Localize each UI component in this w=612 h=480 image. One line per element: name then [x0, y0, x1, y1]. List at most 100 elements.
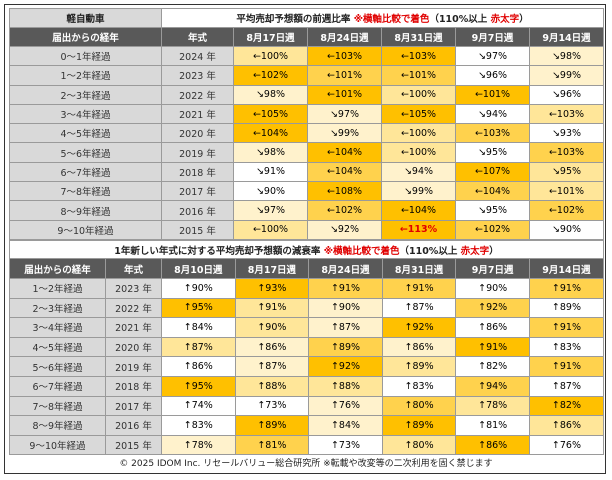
- header-cell: 届出からの経年: [9, 258, 106, 279]
- value-cell: ↑90%: [161, 278, 236, 299]
- row-label: 2021 年: [105, 317, 162, 338]
- value-cell: ↑91%: [234, 297, 310, 319]
- row-label: 1～2年経過: [9, 65, 162, 86]
- value-cell: ↑89%: [381, 415, 457, 436]
- row-label: 6～7年経過: [9, 161, 162, 183]
- value-cell: ↘95%: [528, 161, 605, 183]
- value-cell: ↑90%: [234, 317, 310, 338]
- value-cell: ←102%: [307, 200, 382, 221]
- value-cell: ←103%: [381, 45, 456, 67]
- value-cell: ↑90%: [308, 297, 383, 319]
- table-title: 1年新しい年式に対する平均売却予想額の減衰率 ※横軸比較で着色（110%以上 赤…: [9, 240, 604, 259]
- data-row: 3～4年経過 2021 年 ↑84% ↑90% ↑87% ↑92% ↑86% ↑91%: [9, 317, 604, 338]
- header-cell: 8月24日週: [308, 258, 383, 279]
- value-cell: ↑93%: [234, 278, 310, 299]
- row-label: 2023 年: [105, 278, 162, 299]
- row-label: 2～3年経過: [9, 297, 106, 319]
- value-cell: ↘98%: [233, 142, 308, 163]
- data-row: 3～4年経過 2021 年 ←105% ↘97% ←105% ↘94% ←103%: [9, 103, 605, 125]
- data-row: 9～10年経過 2015 年 ←100% ↘92% ←113% ←102% ↘90%: [9, 219, 605, 240]
- header-cell: 届出からの経年: [9, 27, 162, 47]
- row-label: 3～4年経過: [9, 103, 162, 125]
- row-label: 2018 年: [161, 161, 234, 183]
- value-cell: ↑86%: [455, 317, 530, 338]
- data-row: 1～2年経過 2023 年 ←102% ←101% ←101% ↘96% ↘99%: [9, 65, 605, 86]
- row-label: 5～6年経過: [9, 356, 106, 377]
- row-label: 4～5年経過: [9, 123, 162, 144]
- value-cell: ↘90%: [233, 181, 308, 202]
- table-title: 平均売却予想額の前週比率 ※横軸比較で着色（110%以上 赤太字）: [160, 8, 605, 28]
- header-cell: 8月31日週: [381, 27, 456, 47]
- value-cell: ↑76%: [308, 395, 383, 417]
- value-cell: ↘91%: [233, 161, 308, 183]
- row-label: 8～9年経過: [9, 415, 106, 436]
- title-main: 1年新しい年式に対する平均売却予想額の減衰率: [114, 245, 324, 257]
- data-row: 8～9年経過 2016 年 ↑83% ↑89% ↑84% ↑89% ↑81% ↑86%: [9, 415, 604, 436]
- value-cell: ↑91%: [528, 356, 604, 377]
- row-label: 9～10年経過: [9, 434, 106, 456]
- title-emphasis: 赤太字: [490, 14, 520, 25]
- value-cell: ←104%: [307, 142, 382, 163]
- value-cell: ↘97%: [307, 103, 382, 125]
- value-cell: ↘92%: [307, 219, 382, 240]
- value-cell: ↘96%: [528, 84, 605, 105]
- header-cell: 8月31日週: [381, 258, 457, 279]
- value-cell: ↑88%: [234, 375, 310, 397]
- data-row: 2～3年経過 2022 年 ↘98% ←101% ←100% ←101% ↘96%: [9, 84, 605, 105]
- value-cell: ↑83%: [161, 415, 236, 436]
- value-cell: ←101%: [455, 84, 530, 105]
- value-cell: ↑82%: [455, 356, 530, 377]
- value-cell: ↑78%: [161, 434, 236, 456]
- row-label: 2015 年: [161, 219, 234, 240]
- row-label: 2020 年: [105, 336, 162, 358]
- row-label: 2022 年: [161, 84, 234, 105]
- row-label: 2022 年: [105, 297, 162, 319]
- data-row: 4～5年経過 2020 年 ↑87% ↑86% ↑89% ↑86% ↑91% ↑83%: [9, 336, 604, 358]
- header-cell: 8月17日週: [233, 27, 308, 47]
- value-cell: ↘94%: [455, 103, 530, 125]
- value-cell: ↘99%: [381, 181, 456, 202]
- weekly-ratio-table: 軽自動車 平均売却予想額の前週比率 ※横軸比較で着色（110%以上 赤太字） 届出か…: [9, 8, 605, 240]
- value-cell: ←104%: [455, 181, 530, 202]
- value-cell: ←100%: [381, 142, 456, 163]
- title-row: 軽自動車 平均売却予想額の前週比率 ※横軸比較で着色（110%以上 赤太字）: [9, 8, 605, 28]
- row-label: 2016 年: [105, 415, 162, 436]
- value-cell: ↑78%: [455, 395, 530, 417]
- value-cell: ↑83%: [528, 336, 604, 358]
- value-cell: ←101%: [307, 65, 382, 86]
- row-label: 2018 年: [105, 375, 162, 397]
- value-cell: ↑73%: [234, 395, 310, 417]
- value-cell: ↑87%: [308, 317, 383, 338]
- title-row: 1年新しい年式に対する平均売却予想額の減衰率 ※横軸比較で着色（110%以上 赤…: [9, 240, 604, 259]
- footer: © 2025 IDOM Inc. リセールバリュー総合研究所 ※転載や改変等の二…: [119, 459, 493, 469]
- row-label: 1～2年経過: [9, 278, 106, 299]
- value-cell: ↑83%: [381, 375, 457, 397]
- value-cell: ↑92%: [381, 317, 457, 338]
- header-cell: 9月14日週: [528, 258, 604, 279]
- value-cell: ←101%: [381, 65, 456, 86]
- row-label: 2～3年経過: [9, 84, 162, 105]
- title-paren: （110%以上: [429, 14, 491, 25]
- value-cell: ↑89%: [381, 356, 457, 377]
- data-row: 7～8年経過 2017 年 ↘90% ←108% ↘99% ←104% ←101%: [9, 181, 605, 202]
- data-row: 8～9年経過 2016 年 ↘97% ←102% ←104% ↘95% ←102%: [9, 200, 605, 221]
- value-cell: ←103%: [528, 142, 605, 163]
- row-label: 2024 年: [161, 45, 234, 67]
- row-label: 9～10年経過: [9, 219, 162, 240]
- row-label: 2017 年: [105, 395, 162, 417]
- value-cell: ←102%: [233, 65, 308, 86]
- header-cell: 年式: [105, 258, 162, 279]
- value-cell: ←101%: [307, 84, 382, 105]
- row-label: 2021 年: [161, 103, 234, 125]
- value-cell: ↑91%: [308, 278, 383, 299]
- value-cell: ←113%: [381, 219, 456, 240]
- header-cell: 8月17日週: [234, 258, 310, 279]
- value-cell: ↑86%: [161, 356, 236, 377]
- value-cell: ←101%: [528, 181, 605, 202]
- value-cell: ↑94%: [455, 375, 530, 397]
- value-cell: ↘97%: [233, 200, 308, 221]
- data-row: 7～8年経過 2017 年 ↑74% ↑73% ↑76% ↑80% ↑78% ↑82%: [9, 395, 604, 417]
- value-cell: ↘96%: [455, 65, 530, 86]
- value-cell: ↑84%: [161, 317, 236, 338]
